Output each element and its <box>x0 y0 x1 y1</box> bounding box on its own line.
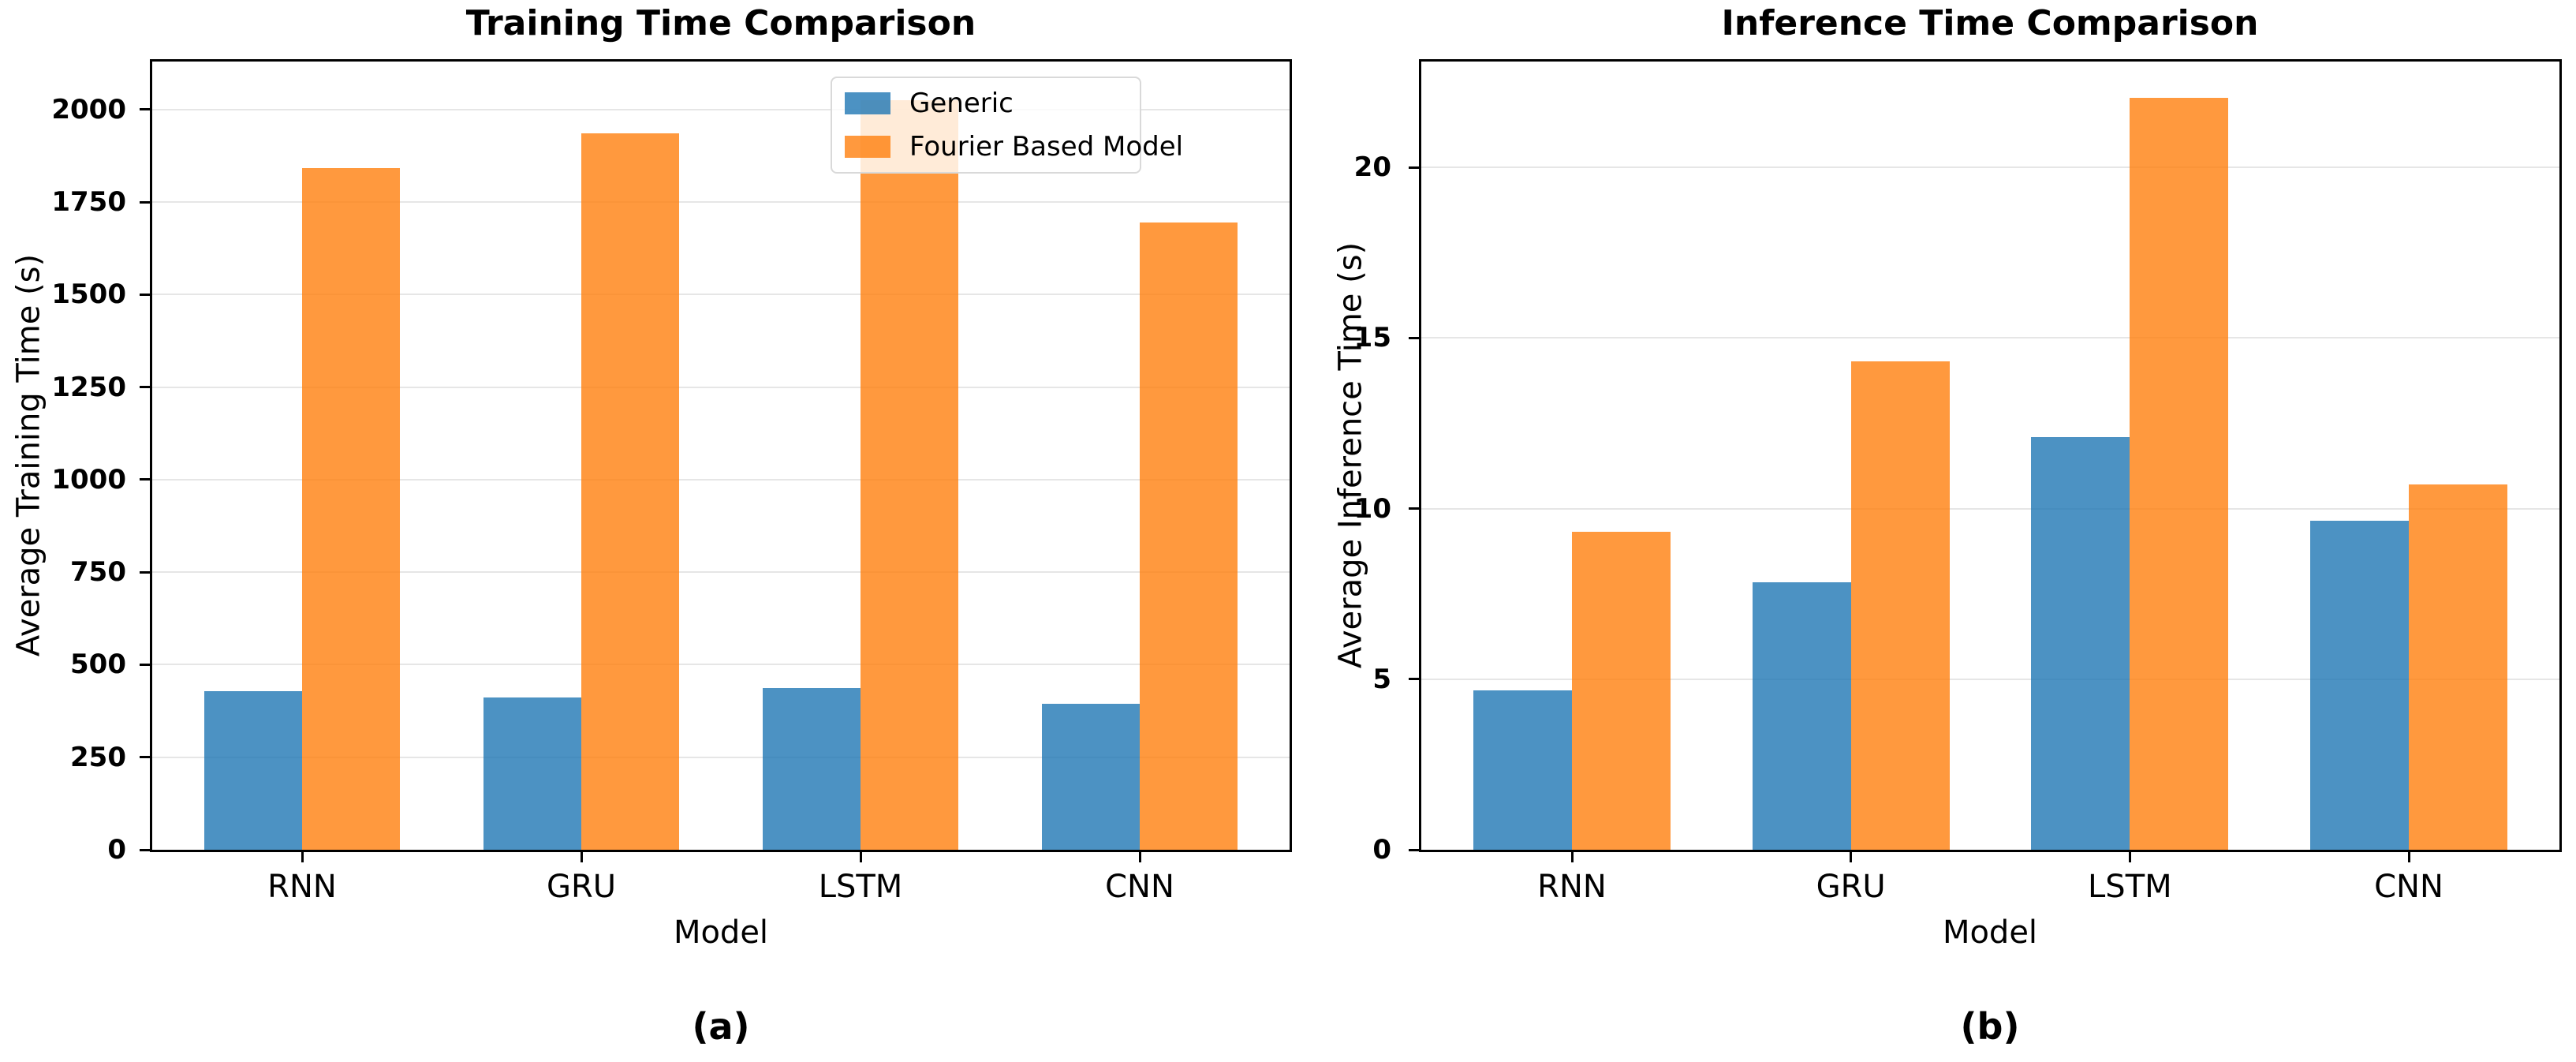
y-tick-label-750: 750 <box>70 556 126 589</box>
gridline-y1250 <box>152 386 1290 388</box>
bar-lstm-fourier <box>861 100 958 850</box>
left-y-axis-label: Average Training Time (s) <box>10 253 47 657</box>
x-tick-RNN <box>1570 852 1574 862</box>
bar-lstm-generic <box>2031 437 2130 850</box>
gridline-y1750 <box>152 201 1290 204</box>
right-x-axis-label: Model <box>1942 914 2038 951</box>
gridline-y10 <box>1421 507 2559 510</box>
x-tick-CNN <box>1138 852 1141 862</box>
legend-box: Generic Fourier Based Model <box>831 77 1183 174</box>
x-tick-label-GRU: GRU <box>546 869 617 905</box>
x-tick-label-CNN: CNN <box>2374 869 2443 905</box>
bar-cnn-generic <box>1042 704 1140 850</box>
legend-item-generic: Generic <box>845 88 1127 118</box>
left-chart-title: Training Time Comparison <box>465 3 976 43</box>
left-subfigure-caption: (a) <box>692 1005 750 1048</box>
y-tick-label-20: 20 <box>1353 151 1391 184</box>
y-tick-label-1500: 1500 <box>51 279 126 311</box>
x-tick-RNN <box>301 852 304 862</box>
x-tick-label-GRU: GRU <box>1816 869 1886 905</box>
right-y-axis-label: Average Inference Time (s) <box>1332 241 1369 669</box>
fourier-color-swatch <box>845 136 890 158</box>
y-tick-750 <box>140 570 150 574</box>
y-tick-label-1000: 1000 <box>51 463 126 495</box>
bar-cnn-fourier <box>2409 484 2507 850</box>
legend-item-fourier: Fourier Based Model <box>845 132 1183 162</box>
gridline-y2000 <box>152 108 1290 110</box>
bar-cnn-fourier <box>1140 222 1238 850</box>
generic-color-swatch <box>845 92 890 114</box>
gridline-y5 <box>1421 678 2559 680</box>
x-tick-GRU <box>580 852 583 862</box>
x-tick-label-LSTM: LSTM <box>818 869 903 905</box>
x-tick-label-LSTM: LSTM <box>2088 869 2172 905</box>
bar-gru-generic <box>1752 581 1851 850</box>
x-tick-LSTM <box>859 852 862 862</box>
y-tick-label-1750: 1750 <box>51 186 126 219</box>
gridline-y750 <box>152 571 1290 574</box>
y-tick-label-10: 10 <box>1353 492 1391 525</box>
y-tick-10 <box>1409 507 1419 510</box>
right-chart-title: Inference Time Comparison <box>1721 3 2259 43</box>
bar-rnn-generic <box>204 691 302 850</box>
y-tick-label-1250: 1250 <box>51 371 126 403</box>
gridline-y250 <box>152 756 1290 758</box>
gridline-y500 <box>152 664 1290 666</box>
legend-label-generic: Generic <box>909 88 1014 119</box>
y-tick-label-5: 5 <box>1372 663 1391 695</box>
y-tick-500 <box>140 663 150 666</box>
right-subfigure-caption: (b) <box>1960 1005 2020 1048</box>
y-tick-20 <box>1409 166 1419 169</box>
gridline-y20 <box>1421 166 2559 169</box>
y-tick-label-250: 250 <box>70 741 126 773</box>
x-tick-label-CNN: CNN <box>1105 869 1174 905</box>
y-tick-2000 <box>140 108 150 111</box>
left-x-axis-label: Model <box>673 914 769 951</box>
y-tick-1000 <box>140 478 150 481</box>
y-tick-0 <box>1409 848 1419 851</box>
y-tick-label-0: 0 <box>107 834 126 866</box>
x-tick-GRU <box>1850 852 1853 862</box>
y-tick-1500 <box>140 293 150 296</box>
gridline-y1000 <box>152 478 1290 481</box>
bar-gru-fourier <box>1850 361 1950 850</box>
y-tick-label-500: 500 <box>70 649 126 681</box>
y-tick-label-15: 15 <box>1353 322 1391 354</box>
legend-label-fourier: Fourier Based Model <box>909 131 1184 163</box>
y-tick-250 <box>140 756 150 759</box>
y-tick-0 <box>140 848 150 851</box>
x-tick-label-RNN: RNN <box>1537 869 1607 905</box>
y-tick-1250 <box>140 386 150 389</box>
bar-rnn-fourier <box>302 167 400 850</box>
bar-gru-generic <box>483 697 581 850</box>
y-tick-label-2000: 2000 <box>51 93 126 125</box>
bar-rnn-generic <box>1473 690 1572 850</box>
y-tick-5 <box>1409 678 1419 681</box>
y-tick-15 <box>1409 336 1419 339</box>
x-tick-LSTM <box>2128 852 2131 862</box>
y-tick-1750 <box>140 200 150 204</box>
bar-rnn-fourier <box>1572 531 1671 850</box>
gridline-y1500 <box>152 294 1290 296</box>
x-tick-CNN <box>2407 852 2410 862</box>
bar-cnn-generic <box>2310 520 2409 850</box>
bar-gru-fourier <box>581 133 679 850</box>
x-tick-label-RNN: RNN <box>267 869 337 905</box>
y-tick-label-0: 0 <box>1372 834 1391 866</box>
bar-lstm-fourier <box>2130 98 2229 850</box>
gridline-y15 <box>1421 337 2559 339</box>
bar-lstm-generic <box>763 688 861 850</box>
